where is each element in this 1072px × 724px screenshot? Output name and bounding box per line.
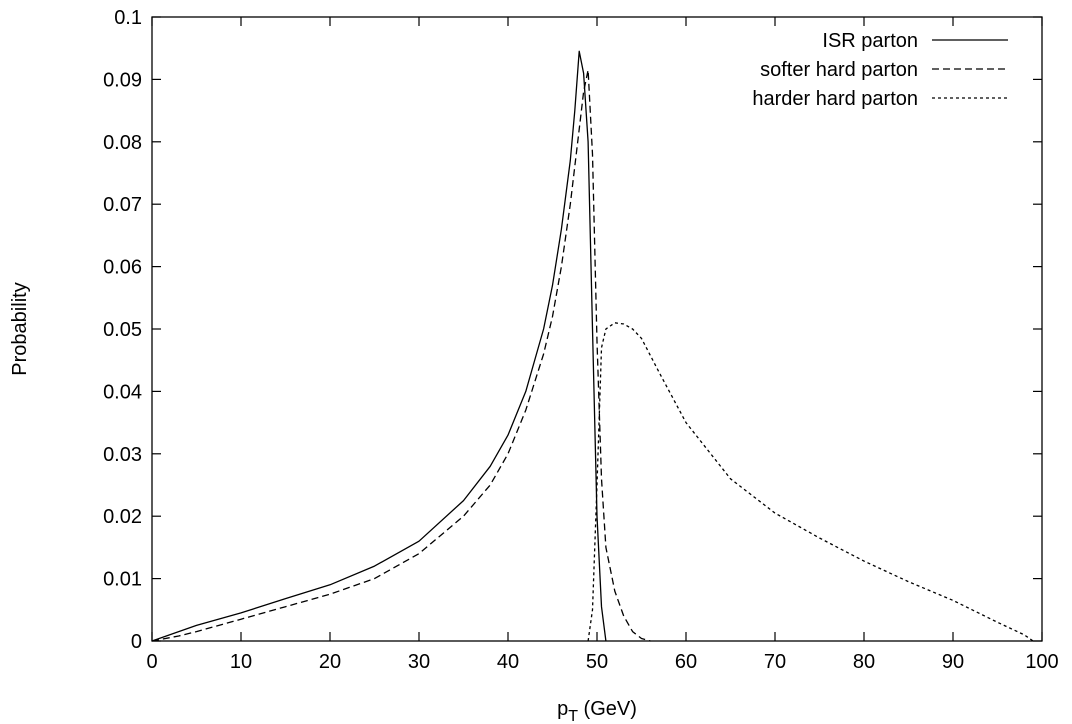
- x-tick-label: 50: [586, 651, 608, 673]
- legend-label-isr-parton: ISR parton: [822, 30, 918, 52]
- y-tick-label: 0.07: [103, 194, 142, 216]
- x-tick-label: 20: [319, 651, 341, 673]
- x-tick-label: 70: [764, 651, 786, 673]
- y-tick-label: 0.04: [103, 381, 142, 403]
- legend: ISR parton softer hard parton harder hard …: [752, 30, 1008, 110]
- series-layer: [151, 50, 1034, 642]
- x-tick-label: 60: [675, 651, 697, 673]
- x-axis-title-subscript: T: [568, 708, 578, 724]
- x-tick-label: 30: [408, 651, 430, 673]
- legend-label-harder-hard-parton: harder hard parton: [752, 88, 918, 110]
- x-axis: 0 10 20 30 40 50 60 70 80 90 100: [146, 17, 1059, 673]
- x-tick-label: 90: [942, 651, 964, 673]
- y-axis-title: Probability: [9, 282, 31, 375]
- x-tick-label: 100: [1025, 651, 1058, 673]
- x-tick-label: 10: [230, 651, 252, 673]
- x-tick-label: 40: [497, 651, 519, 673]
- y-tick-label: 0.08: [103, 132, 142, 154]
- x-axis-title-base: p: [557, 698, 568, 720]
- x-tick-label: 80: [853, 651, 875, 673]
- x-tick-label: 0: [146, 651, 157, 673]
- y-tick-label: 0.06: [103, 257, 142, 279]
- series-line-harder-hard-parton: [587, 322, 1034, 642]
- series-line-isr-parton: [151, 50, 607, 642]
- legend-label-softer-hard-parton: softer hard parton: [760, 59, 918, 81]
- y-tick-label: 0.09: [103, 69, 142, 91]
- series-line-softer-hard-parton: [151, 69, 651, 642]
- y-tick-label: 0.05: [103, 319, 142, 341]
- y-axis: 0 0.01 0.02 0.03 0.04 0.05 0.06 0.07 0.08 0.09 0.1: [103, 7, 1042, 653]
- y-tick-label: 0.03: [103, 444, 142, 466]
- x-axis-title-unit: (GeV): [578, 698, 637, 720]
- x-axis-title: pT (GeV): [557, 698, 637, 724]
- y-tick-label: 0.02: [103, 506, 142, 528]
- y-tick-label: 0.01: [103, 569, 142, 591]
- y-tick-label: 0.1: [114, 7, 142, 29]
- y-tick-label: 0: [131, 631, 142, 653]
